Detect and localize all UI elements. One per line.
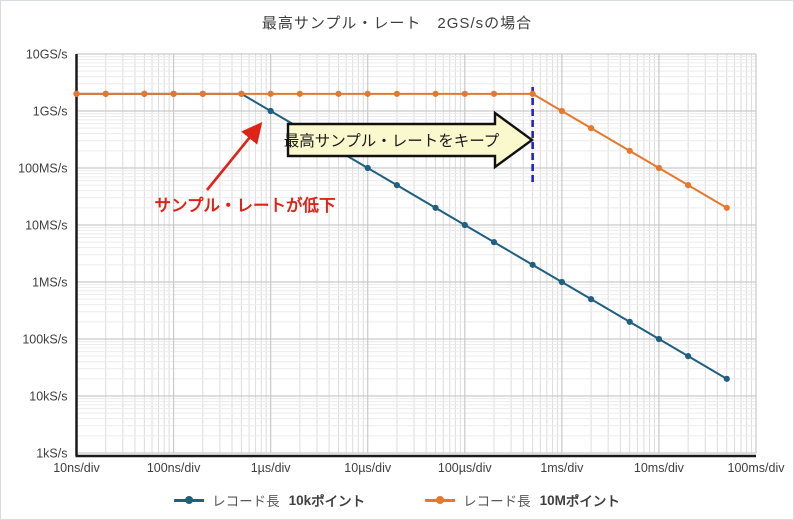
y-tick-label: 1kS/s <box>36 447 67 461</box>
data-point-10k <box>685 353 692 360</box>
y-tick-label: 1GS/s <box>33 105 68 119</box>
legend-label-bold: 10M <box>539 492 566 508</box>
data-point-10M <box>587 125 595 132</box>
data-point-10M <box>626 147 633 154</box>
data-point-10M <box>335 90 342 97</box>
legend-label-prefix: レコード長 <box>212 494 280 509</box>
y-tick-label: 100MS/s <box>18 162 67 176</box>
data-point-10M <box>141 90 148 97</box>
data-point-10M <box>432 90 439 97</box>
data-point-10M <box>490 90 498 97</box>
data-point-10k <box>432 204 439 211</box>
data-point-10k <box>558 278 565 286</box>
data-point-10k <box>364 164 371 172</box>
legend-line-marker-10M <box>425 496 456 504</box>
legend-dot-10M <box>436 496 445 504</box>
data-point-10k <box>723 375 730 382</box>
data-point-10M <box>170 90 177 97</box>
keep-max-rate-callout-label: 最高サンプル・レートをキープ <box>283 133 500 150</box>
data-point-10M <box>199 90 206 97</box>
x-tick-label: 100µs/div <box>438 461 493 475</box>
data-point-10k <box>655 335 663 343</box>
data-point-10M <box>73 90 80 97</box>
y-tick-label: 10GS/s <box>26 48 68 62</box>
x-tick-label: 100ns/div <box>147 461 201 475</box>
sample-rate-drop-arrow <box>205 121 263 191</box>
y-tick-label: 10MS/s <box>25 219 67 233</box>
legend-label-suffix: ポイント <box>311 494 366 509</box>
legend-line-marker-10k <box>174 496 205 504</box>
legend-item-10k: レコード長 10k ポイント <box>174 490 365 510</box>
data-point-10M <box>364 90 371 97</box>
keep-max-rate-callout-arrow <box>286 110 535 170</box>
x-tick-label: 10ns/div <box>53 461 100 475</box>
y-tick-label: 100kS/s <box>22 333 67 347</box>
data-point-10k <box>626 318 633 325</box>
data-point-10k <box>461 221 468 229</box>
data-point-10k <box>490 239 498 246</box>
data-point-10M <box>296 90 303 97</box>
legend-label-prefix: レコード長 <box>463 494 531 509</box>
data-point-10M <box>238 90 245 97</box>
data-point-10k <box>267 107 274 115</box>
legend-label-bold: 10k <box>288 492 312 508</box>
x-tick-label: 10µs/div <box>344 461 392 475</box>
chart-legend: レコード長 10k ポイント レコード長 10M ポイント <box>174 490 620 510</box>
x-tick-label: 1ms/div <box>540 461 584 475</box>
x-tick-label: 10ms/div <box>634 461 685 475</box>
sample-rate-drop-label: サンプル・レートが低下 <box>154 197 336 215</box>
y-tick-label: 10kS/s <box>29 390 67 404</box>
data-point-10k <box>393 182 401 189</box>
data-point-10M <box>723 204 730 211</box>
data-point-10M <box>685 182 692 189</box>
data-point-10M <box>655 164 663 172</box>
legend-dot-10k <box>185 496 194 504</box>
data-point-10M <box>461 90 468 97</box>
data-point-10M <box>393 90 401 97</box>
data-point-10k <box>587 296 595 303</box>
y-tick-label: 1MS/s <box>32 276 67 290</box>
data-point-10M <box>102 90 109 97</box>
chart-title: 最高サンプル・レート 2GS/sの場合 <box>261 15 533 32</box>
data-point-10M <box>529 90 536 97</box>
legend-label-suffix: ポイント <box>565 494 620 509</box>
data-point-10k <box>529 261 536 268</box>
legend-item-10M: レコード長 10M ポイント <box>425 490 620 510</box>
x-tick-label: 1µs/div <box>251 461 292 475</box>
x-tick-label: 100ms/div <box>728 461 786 475</box>
data-point-10M <box>267 90 274 97</box>
data-point-10M <box>558 107 565 115</box>
